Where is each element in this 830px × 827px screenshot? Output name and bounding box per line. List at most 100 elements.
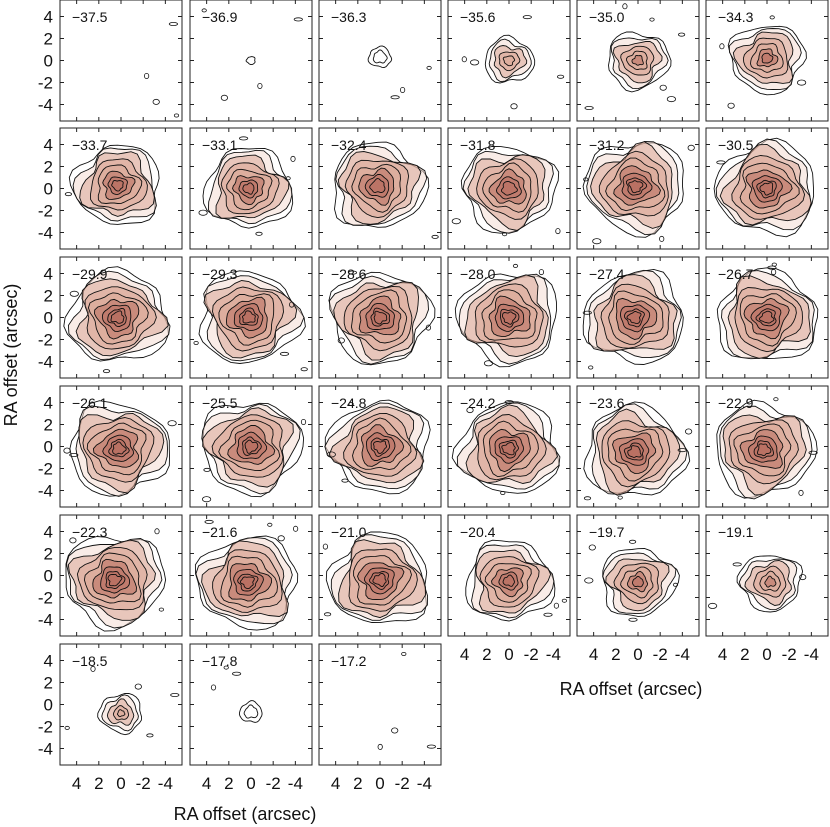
channel-panel-10: −31.2 — [576, 127, 700, 250]
contour — [373, 440, 388, 454]
noise-contour — [210, 684, 217, 691]
x-tick-label: -4 — [417, 774, 432, 793]
noise-contour — [232, 671, 242, 676]
noise-contour — [592, 238, 602, 245]
noise-contour — [170, 693, 180, 698]
contour — [602, 548, 680, 617]
x-axis-label-lower: RA offset (arcsec) — [174, 804, 317, 824]
contour — [328, 271, 436, 366]
channel-panel-27: −20.4 — [447, 514, 571, 637]
contour — [632, 575, 644, 588]
noise-contour — [293, 17, 303, 22]
contour — [759, 182, 774, 196]
contour — [369, 178, 386, 193]
noise-contour — [687, 144, 695, 151]
channel-panel-29: −19.1 — [705, 514, 829, 637]
noise-contour — [377, 743, 383, 750]
x-tick-label: -4 — [804, 645, 819, 664]
channel-panel-14: −28.6 — [318, 256, 442, 379]
noise-contour — [773, 397, 779, 402]
x-tick-label: -2 — [266, 774, 281, 793]
noise-contour — [628, 617, 638, 622]
noise-contour — [649, 17, 655, 22]
noise-contour — [588, 544, 596, 551]
contour — [582, 142, 684, 238]
x-tick-label: 4 — [72, 774, 81, 793]
noise-contour — [279, 351, 290, 356]
noise-contour — [239, 136, 249, 141]
y-axis-label: RA offset (arcsec) — [1, 284, 21, 427]
noise-contour — [292, 525, 299, 532]
channel-panel-4: −35.0 — [576, 0, 700, 122]
noise-contour — [522, 15, 532, 20]
y-tick-label: -4 — [38, 740, 53, 759]
noise-contour — [799, 574, 807, 581]
x-tick-label: 2 — [224, 774, 233, 793]
contour — [367, 45, 393, 68]
velocity-label: −21.0 — [331, 524, 367, 540]
contour — [239, 576, 255, 590]
velocity-label: −19.1 — [718, 524, 754, 540]
noise-contour — [727, 102, 735, 109]
noise-contour — [425, 324, 431, 331]
channel-panel-24: −22.3 — [59, 514, 183, 637]
noise-contour — [798, 489, 804, 496]
channel-panel-32: −17.2 — [318, 643, 442, 766]
x-tick-label: 0 — [246, 774, 255, 793]
y-tick-label: -4 — [38, 353, 53, 372]
x-tick-label: -2 — [524, 645, 539, 664]
contour — [631, 55, 644, 66]
y-tick-label: 0 — [44, 696, 53, 715]
velocity-label: −32.4 — [331, 137, 367, 153]
channel-panel-0: −37.5 — [59, 0, 183, 122]
noise-contour — [173, 113, 180, 118]
channel-panel-31: −17.8 — [189, 643, 313, 766]
noise-contour — [277, 535, 285, 542]
contour — [373, 310, 388, 325]
panel-background — [190, 0, 312, 121]
noise-contour — [300, 367, 308, 372]
y-tick-label: 0 — [44, 438, 53, 457]
contour — [112, 441, 127, 455]
noise-contour — [451, 218, 461, 225]
channel-panel-17: −26.7 — [705, 256, 829, 379]
contour — [628, 180, 644, 194]
noise-contour — [659, 84, 667, 91]
noise-contour — [555, 228, 561, 235]
channel-panel-25: −21.6 — [189, 514, 313, 637]
velocity-label: −31.2 — [589, 137, 625, 153]
y-tick-label: 2 — [44, 287, 53, 306]
contour — [627, 445, 642, 458]
y-tick-label: -2 — [38, 589, 53, 608]
x-tick-label: 4 — [589, 645, 598, 664]
contour — [502, 574, 515, 587]
velocity-label: −31.8 — [460, 137, 496, 153]
velocity-label: −37.5 — [72, 9, 108, 25]
channel-panel-6: −33.7 — [59, 127, 183, 250]
noise-contour — [69, 452, 79, 457]
contour — [502, 55, 516, 67]
noise-contour — [69, 537, 77, 544]
noise-contour — [290, 155, 296, 162]
velocity-label: −28.0 — [460, 266, 496, 282]
channel-panel-3: −35.6 — [447, 0, 571, 122]
noise-contour — [796, 79, 807, 86]
x-tick-label: 4 — [331, 774, 340, 793]
y-tick-label: 4 — [44, 136, 53, 155]
x-tick-label: 2 — [740, 645, 749, 664]
contour — [238, 700, 263, 723]
noise-contour — [64, 725, 70, 730]
channel-panel-28: −19.7 — [576, 514, 700, 637]
noise-contour — [198, 209, 208, 216]
noise-contour — [255, 231, 263, 236]
channel-panel-26: −21.0 — [318, 514, 442, 637]
contour — [116, 709, 126, 718]
contour — [97, 693, 142, 736]
noise-contour — [582, 310, 592, 315]
noise-contour — [716, 160, 726, 165]
y-tick-label: 4 — [44, 394, 53, 413]
contour — [324, 399, 431, 495]
x-tick-label: -4 — [546, 645, 561, 664]
channel-panel-20: −24.8 — [318, 385, 442, 508]
x-tick-label: -2 — [395, 774, 410, 793]
